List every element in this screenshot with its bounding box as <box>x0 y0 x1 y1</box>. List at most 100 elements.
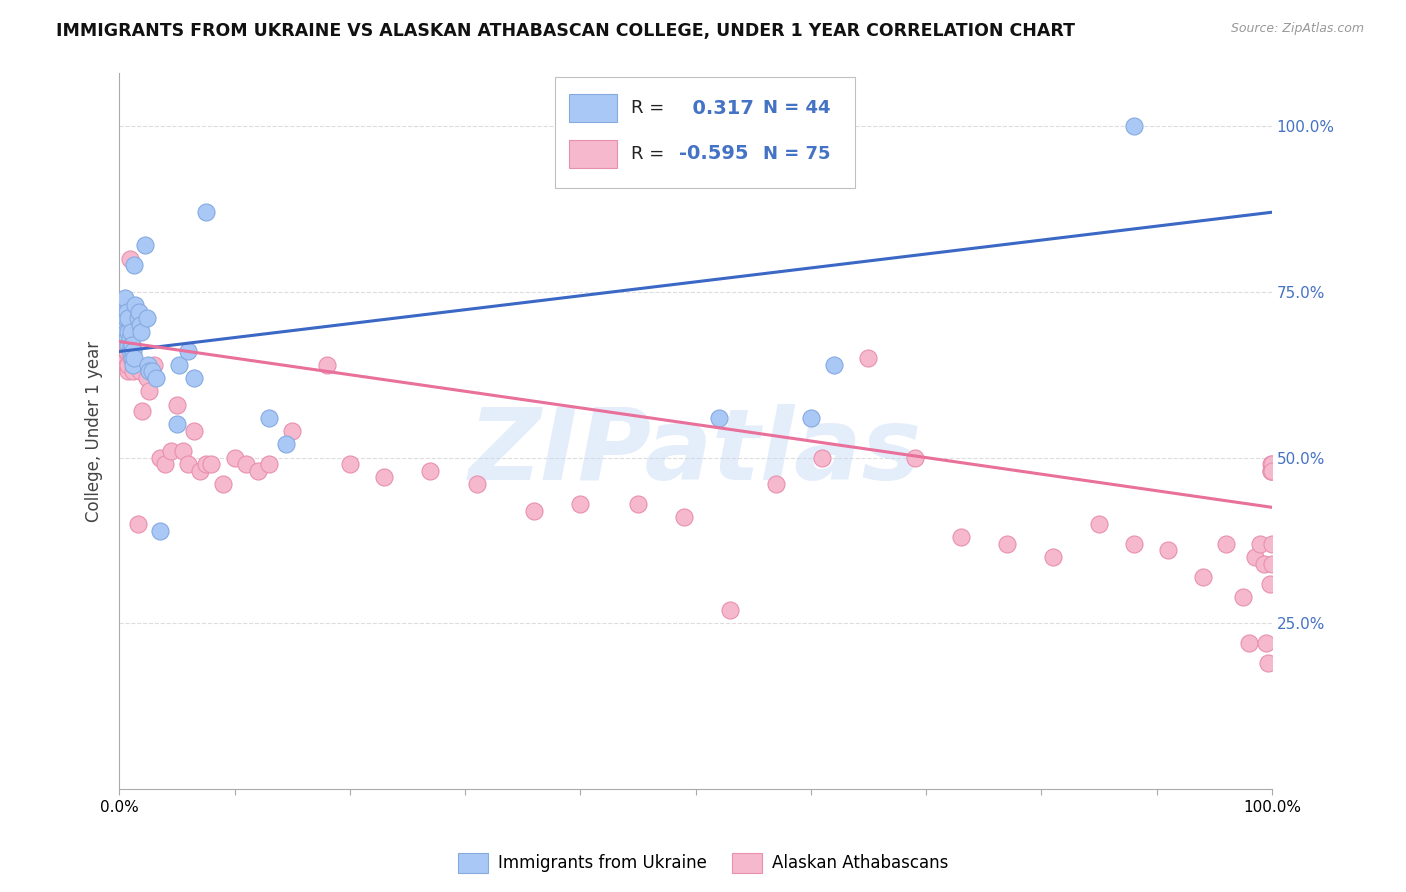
Point <box>122 344 145 359</box>
Point <box>1157 543 1180 558</box>
Point <box>1260 457 1282 471</box>
FancyBboxPatch shape <box>555 77 855 187</box>
Point <box>315 358 337 372</box>
Point <box>141 364 163 378</box>
Text: R =: R = <box>631 99 664 117</box>
Point <box>115 325 138 339</box>
Point <box>246 464 269 478</box>
Point <box>145 371 167 385</box>
Point <box>1243 549 1265 564</box>
Point <box>118 252 141 266</box>
Point <box>122 358 145 372</box>
Point <box>120 325 142 339</box>
Point <box>1260 464 1282 478</box>
Point <box>1260 557 1282 571</box>
Point <box>419 464 441 478</box>
Point <box>121 351 143 365</box>
Point <box>523 503 546 517</box>
Point <box>224 450 246 465</box>
Point <box>858 351 880 365</box>
Point <box>149 450 172 465</box>
Point <box>1258 576 1281 591</box>
Point <box>124 298 146 312</box>
Point <box>114 331 136 345</box>
Point <box>127 311 149 326</box>
Point <box>1260 464 1282 478</box>
Point <box>1249 537 1271 551</box>
Point <box>115 344 138 359</box>
Point <box>281 424 304 438</box>
Point <box>155 457 177 471</box>
Point <box>112 318 135 332</box>
Point <box>114 304 136 318</box>
Point <box>124 358 146 372</box>
Point <box>117 358 139 372</box>
Point <box>1232 590 1254 604</box>
Point <box>183 424 205 438</box>
Point <box>188 464 211 478</box>
Point <box>120 351 142 365</box>
Point <box>673 510 696 524</box>
Point <box>200 457 222 471</box>
Point <box>903 450 925 465</box>
Point <box>120 338 142 352</box>
Point <box>177 344 200 359</box>
FancyBboxPatch shape <box>569 140 617 168</box>
FancyBboxPatch shape <box>569 95 617 121</box>
Point <box>1256 636 1278 650</box>
Point <box>122 258 145 272</box>
Point <box>707 410 730 425</box>
Point <box>120 338 142 352</box>
Point <box>129 364 152 378</box>
Point <box>212 477 235 491</box>
Point <box>166 417 188 432</box>
Point <box>160 444 183 458</box>
Point <box>465 477 488 491</box>
Point <box>1260 537 1282 551</box>
Point <box>117 338 139 352</box>
Text: Source: ZipAtlas.com: Source: ZipAtlas.com <box>1230 22 1364 36</box>
Point <box>142 358 165 372</box>
Point <box>166 398 188 412</box>
Point <box>117 358 139 372</box>
Point <box>118 331 141 345</box>
Point <box>115 351 138 365</box>
Point <box>823 358 845 372</box>
Point <box>1261 457 1284 471</box>
Point <box>117 325 139 339</box>
Point <box>183 371 205 385</box>
Point <box>114 318 136 332</box>
Point <box>122 351 145 365</box>
Point <box>127 516 149 531</box>
Point <box>1253 557 1275 571</box>
Point <box>765 477 787 491</box>
Point <box>117 344 139 359</box>
Point <box>114 344 136 359</box>
Point <box>129 318 152 332</box>
Point <box>1122 119 1144 133</box>
Point <box>995 537 1018 551</box>
Y-axis label: College, Under 1 year: College, Under 1 year <box>86 341 103 522</box>
Point <box>117 304 139 318</box>
Legend: Immigrants from Ukraine, Alaskan Athabascans: Immigrants from Ukraine, Alaskan Athabas… <box>451 847 955 880</box>
Point <box>811 450 834 465</box>
Point <box>194 457 217 471</box>
Point <box>129 325 152 339</box>
Point <box>1237 636 1260 650</box>
Point <box>1215 537 1237 551</box>
Point <box>118 344 141 359</box>
Point <box>131 404 153 418</box>
Point <box>800 410 823 425</box>
Point <box>134 238 156 252</box>
Point <box>1042 549 1064 564</box>
Point <box>257 410 280 425</box>
Point <box>138 364 160 378</box>
Text: N = 44: N = 44 <box>763 99 831 117</box>
Point <box>121 338 143 352</box>
Point <box>257 457 280 471</box>
Point <box>177 457 200 471</box>
Text: ZIPatlas: ZIPatlas <box>470 404 922 501</box>
Point <box>194 205 217 219</box>
Point <box>117 331 139 345</box>
Point <box>949 530 972 544</box>
